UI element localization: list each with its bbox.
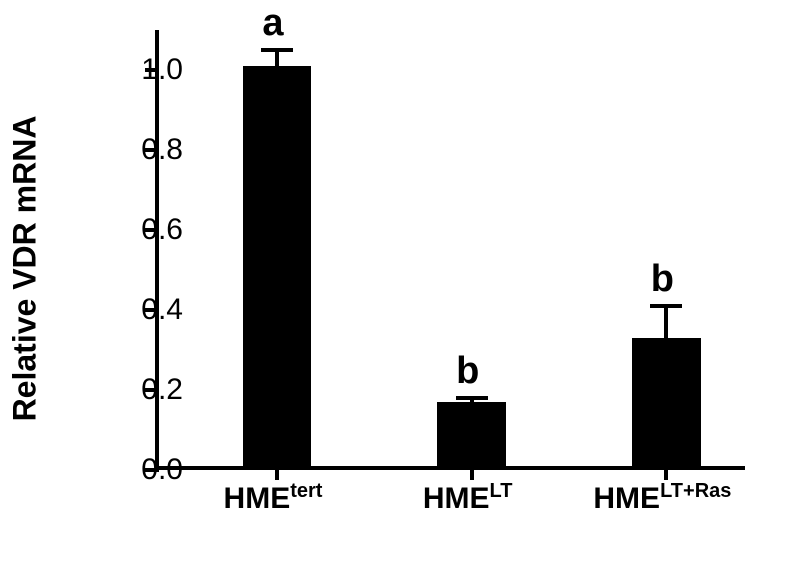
error-bar <box>275 50 279 70</box>
y-tick-label: 0.8 <box>123 133 183 167</box>
y-tick-label: 0.0 <box>123 453 183 487</box>
x-tick-label: HMEtert <box>224 480 323 516</box>
bar <box>243 66 312 466</box>
y-tick-label: 1.0 <box>123 53 183 87</box>
significance-letter: b <box>651 258 674 301</box>
error-bar-cap <box>650 304 682 308</box>
y-tick-label: 0.2 <box>123 373 183 407</box>
bar <box>632 338 701 466</box>
y-tick-label: 0.4 <box>123 293 183 327</box>
significance-letter: a <box>262 2 283 45</box>
significance-letter: b <box>456 350 479 393</box>
error-bar-cap <box>456 396 488 400</box>
error-bar-cap <box>261 48 293 52</box>
chart-container: Relative VDR mRNA 0.0 0.2 0.4 0.6 0.8 1.0 HMEt… <box>0 0 793 561</box>
x-tick-label: HMELT+Ras <box>593 480 731 516</box>
bar <box>437 402 506 466</box>
x-tick-label: HMELT <box>423 480 513 516</box>
x-tick <box>664 466 668 480</box>
x-tick <box>275 466 279 480</box>
plot-area <box>155 30 745 470</box>
y-axis-label: Relative VDR mRNA <box>7 116 44 422</box>
x-tick <box>470 466 474 480</box>
error-bar <box>664 306 668 342</box>
y-tick-label: 0.6 <box>123 213 183 247</box>
